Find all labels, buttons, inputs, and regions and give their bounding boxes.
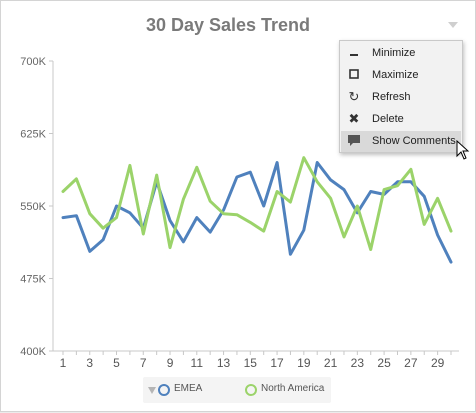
legend-label: North America <box>261 383 325 394</box>
x-tick-label: 5 <box>113 356 120 370</box>
x-tick-label: 29 <box>431 356 445 370</box>
x-tick-label: 13 <box>217 356 231 370</box>
widget-menu-toggle[interactable] <box>448 22 458 28</box>
menu-item-refresh[interactable]: ↻ Refresh <box>341 87 461 108</box>
legend-label: EMEA <box>174 383 203 394</box>
y-tick-label: 550K <box>20 201 46 213</box>
x-tick-label: 9 <box>167 356 174 370</box>
series-line-emea[interactable] <box>61 161 453 264</box>
x-tick-label: 21 <box>324 356 338 370</box>
minimize-icon <box>347 45 361 61</box>
series-line-north-america[interactable] <box>61 156 453 251</box>
y-tick-label: 700K <box>20 56 46 68</box>
menu-item-minimize[interactable]: Minimize <box>341 43 461 64</box>
menu-item-label: Minimize <box>372 47 416 59</box>
x-tick-label: 27 <box>404 356 418 370</box>
widget-context-menu: Minimize Maximize ↻ Refresh ✖ Delete Sho… <box>339 40 463 153</box>
legend-scroll-icon[interactable] <box>148 387 156 394</box>
refresh-icon: ↻ <box>348 89 360 104</box>
x-tick-label: 3 <box>86 356 93 370</box>
menu-item-label: Show Comments <box>372 135 456 147</box>
menu-item-maximize[interactable]: Maximize <box>341 65 461 86</box>
legend-marker-icon <box>158 384 170 396</box>
comment-icon <box>347 133 361 149</box>
mouse-pointer-icon <box>456 140 470 160</box>
menu-item-delete[interactable]: ✖ Delete <box>341 109 461 130</box>
widget-title: 30 Day Sales Trend <box>145 15 311 35</box>
y-tick-label: 400K <box>20 346 46 358</box>
menu-item-show-comments[interactable]: Show Comments <box>341 131 461 152</box>
x-tick-label: 19 <box>297 356 311 370</box>
legend-marker-icon <box>245 384 257 396</box>
x-tick-label: 1 <box>60 356 67 370</box>
y-tick-label: 625K <box>20 129 46 141</box>
menu-item-label: Delete <box>372 113 404 125</box>
x-tick-label: 11 <box>191 356 204 370</box>
menu-item-label: Refresh <box>372 91 411 103</box>
x-tick-label: 15 <box>244 356 258 370</box>
x-tick-label: 25 <box>377 356 391 370</box>
menu-item-label: Maximize <box>372 69 419 81</box>
x-tick-label: 23 <box>351 356 365 370</box>
chart-legend: EMEA North America <box>143 377 331 403</box>
delete-icon: ✖ <box>348 111 360 126</box>
maximize-icon <box>347 67 361 83</box>
y-tick-label: 475K <box>20 274 46 286</box>
x-tick-label: 17 <box>270 356 284 370</box>
x-tick-label: 7 <box>140 356 147 370</box>
